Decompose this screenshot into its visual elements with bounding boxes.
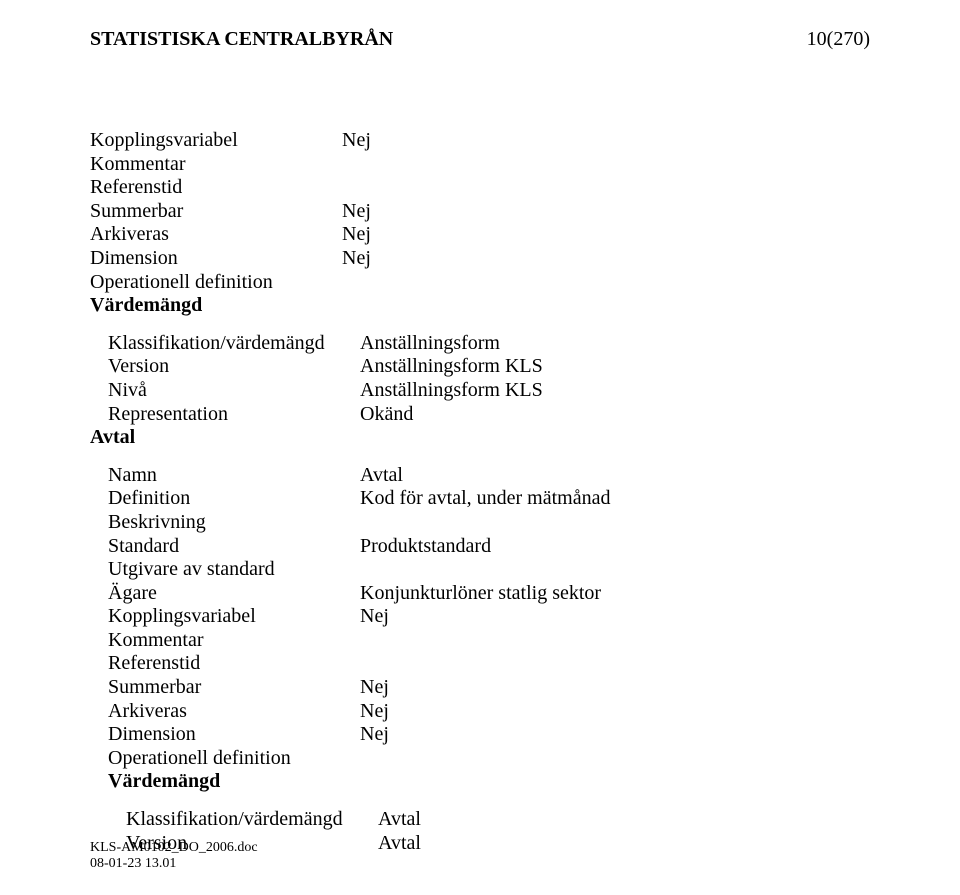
block-1: Kopplingsvariabel Nej Kommentar Referens… — [90, 129, 870, 318]
kv-label: Kopplingsvariabel — [108, 605, 360, 629]
kv-label: Summerbar — [108, 676, 360, 700]
kv-label: Representation — [108, 403, 360, 427]
kv-row: Klassifikation/värdemängd Avtal — [126, 808, 870, 832]
kv-row: Dimension Nej — [90, 247, 870, 271]
kv-label: Arkiveras — [108, 700, 360, 724]
kv-row: Summerbar Nej — [90, 200, 870, 224]
kv-label: Ägare — [108, 582, 360, 606]
kv-label: Arkiveras — [90, 223, 342, 247]
kv-label: Definition — [108, 487, 360, 511]
kv-value — [360, 747, 870, 771]
kv-label: Operationell definition — [108, 747, 360, 771]
kv-row: Nivå Anställningsform KLS — [108, 379, 870, 403]
kv-label: Referenstid — [90, 176, 342, 200]
kv-value: Avtal — [378, 808, 870, 832]
header-page-number: 10(270) — [807, 28, 870, 51]
kv-value: Okänd — [360, 403, 870, 427]
kv-value: Nej — [360, 605, 870, 629]
kv-value: Kod för avtal, under mätmånad — [360, 487, 870, 511]
kv-row: Beskrivning — [108, 511, 870, 535]
block-2: Klassifikation/värdemängd Anställningsfo… — [90, 332, 870, 426]
kv-value: Avtal — [378, 832, 870, 856]
kv-row: Arkiveras Nej — [90, 223, 870, 247]
kv-row: Kommentar — [90, 153, 870, 177]
kv-label: Värdemängd — [108, 770, 360, 794]
kv-label: Operationell definition — [90, 271, 342, 295]
kv-label: Dimension — [90, 247, 342, 271]
kv-value: Nej — [342, 223, 870, 247]
kv-label: Värdemängd — [90, 294, 342, 318]
kv-value — [360, 511, 870, 535]
kv-value: Anställningsform KLS — [360, 355, 870, 379]
kv-value: Nej — [342, 129, 870, 153]
kv-row: Summerbar Nej — [108, 676, 870, 700]
kv-row: Referenstid — [108, 652, 870, 676]
kv-label: Summerbar — [90, 200, 342, 224]
kv-value: Avtal — [360, 464, 870, 488]
kv-value: Nej — [360, 676, 870, 700]
kv-label: Beskrivning — [108, 511, 360, 535]
kv-value — [342, 294, 870, 318]
kv-value: Nej — [360, 723, 870, 747]
gap — [90, 318, 870, 332]
kv-value: Konjunkturlöner statlig sektor — [360, 582, 870, 606]
header-org: STATISTISKA CENTRALBYRÅN — [90, 28, 393, 51]
kv-value: Anställningsform KLS — [360, 379, 870, 403]
kv-label: Namn — [108, 464, 360, 488]
kv-value — [342, 176, 870, 200]
kv-row: Arkiveras Nej — [108, 700, 870, 724]
footer-timestamp: 08-01-23 13.01 — [90, 856, 258, 873]
kv-label: Referenstid — [108, 652, 360, 676]
kv-label: Kommentar — [108, 629, 360, 653]
kv-value — [360, 629, 870, 653]
kv-row: Ägare Konjunkturlöner statlig sektor — [108, 582, 870, 606]
kv-row: Representation Okänd — [108, 403, 870, 427]
kv-label: Dimension — [108, 723, 360, 747]
block-3: Namn Avtal Definition Kod för avtal, und… — [90, 464, 870, 856]
gap — [108, 794, 870, 808]
kv-value: Produktstandard — [360, 535, 870, 559]
kv-value — [360, 770, 870, 794]
kv-row: Utgivare av standard — [108, 558, 870, 582]
kv-row: Dimension Nej — [108, 723, 870, 747]
page-header: STATISTISKA CENTRALBYRÅN 10(270) — [90, 28, 870, 51]
kv-value: Nej — [360, 700, 870, 724]
kv-row: Operationell definition — [90, 271, 870, 295]
kv-row: Värdemängd — [90, 294, 870, 318]
kv-row: Kopplingsvariabel Nej — [108, 605, 870, 629]
kv-value — [342, 271, 870, 295]
kv-row: Version Anställningsform KLS — [108, 355, 870, 379]
kv-label: Klassifikation/värdemängd — [126, 808, 378, 832]
kv-row: Klassifikation/värdemängd Anställningsfo… — [108, 332, 870, 356]
kv-row: Operationell definition — [108, 747, 870, 771]
kv-label: Kopplingsvariabel — [90, 129, 342, 153]
page-footer: KLS-AM0102_DO_2006.doc 08-01-23 13.01 — [90, 840, 258, 874]
kv-row: Definition Kod för avtal, under mätmånad — [108, 487, 870, 511]
footer-filename: KLS-AM0102_DO_2006.doc — [90, 840, 258, 857]
kv-row: Kommentar — [108, 629, 870, 653]
kv-row: Standard Produktstandard — [108, 535, 870, 559]
kv-label: Utgivare av standard — [108, 558, 360, 582]
kv-value — [342, 153, 870, 177]
kv-value: Nej — [342, 247, 870, 271]
kv-label: Kommentar — [90, 153, 342, 177]
kv-row: Kopplingsvariabel Nej — [90, 129, 870, 153]
kv-label: Standard — [108, 535, 360, 559]
gap — [90, 450, 870, 464]
kv-label: Klassifikation/värdemängd — [108, 332, 360, 356]
kv-row: Namn Avtal — [108, 464, 870, 488]
kv-label: Nivå — [108, 379, 360, 403]
kv-value — [360, 652, 870, 676]
kv-row: Referenstid — [90, 176, 870, 200]
kv-value — [360, 558, 870, 582]
page: STATISTISKA CENTRALBYRÅN 10(270) Kopplin… — [0, 0, 960, 895]
kv-row: Värdemängd — [108, 770, 870, 794]
kv-value: Anställningsform — [360, 332, 870, 356]
kv-value: Nej — [342, 200, 870, 224]
kv-label: Version — [108, 355, 360, 379]
section-heading-avtal: Avtal — [90, 426, 870, 450]
